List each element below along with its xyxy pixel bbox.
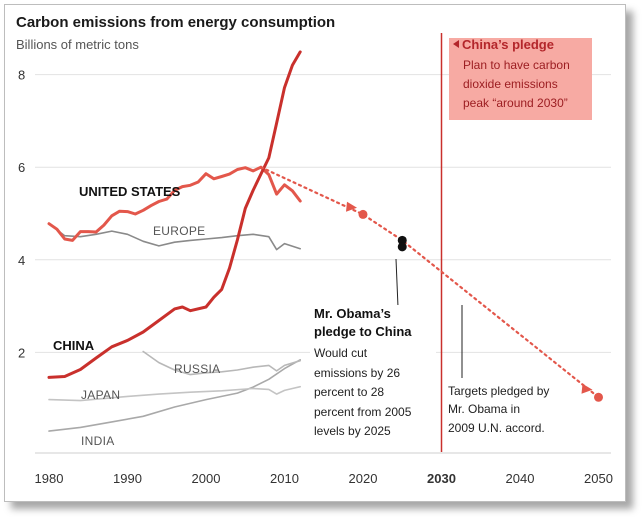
targets-note-line-3: 2009 U.N. accord. xyxy=(448,421,545,435)
series-group xyxy=(47,50,302,432)
label-japan: JAPAN xyxy=(81,388,120,402)
series-line-united-states xyxy=(47,165,302,242)
chart-frame: Carbon emissions from energy consumption… xyxy=(4,4,626,502)
projection-line xyxy=(259,166,600,399)
targets-note-line-2: Mr. Obama in xyxy=(448,402,520,416)
label-united-states: UNITED STATES xyxy=(79,184,181,199)
x-tick-2000: 2000 xyxy=(192,471,221,486)
targets-note-line-1: Targets pledged by xyxy=(448,384,549,398)
series-line-japan xyxy=(48,385,301,402)
series-line-europe xyxy=(48,222,301,251)
series-line-china xyxy=(47,50,302,379)
obama-point-1 xyxy=(397,235,407,245)
series-line-russia xyxy=(142,350,301,376)
china-pledge-title: China’s pledge xyxy=(462,37,554,52)
x-tick-2030: 2030 xyxy=(427,471,456,486)
projection-marker-2020 xyxy=(358,209,368,219)
obama-pledge-line-3: percent to 28 xyxy=(314,385,384,399)
obama-pledge-line-4: percent from 2005 xyxy=(314,405,412,419)
y-tick-2: 2 xyxy=(18,345,25,360)
label-europe: EUROPE xyxy=(153,224,205,238)
y-tick-4: 4 xyxy=(18,253,25,268)
y-tick-6: 6 xyxy=(18,160,25,175)
emissions-chart: Carbon emissions from energy consumption… xyxy=(16,14,613,486)
x-tick-2010: 2010 xyxy=(270,471,299,486)
x-tick-2040: 2040 xyxy=(506,471,535,486)
projection-marker-2050 xyxy=(594,392,603,402)
y-axis-ticks: 2 4 6 8 xyxy=(18,68,25,361)
china-pledge-line-3: peak “around 2030” xyxy=(463,96,568,110)
obama-point-2 xyxy=(397,242,407,252)
chart-title: Carbon emissions from energy consumption xyxy=(16,14,335,31)
obama-pledge-line-5: levels by 2025 xyxy=(314,424,391,438)
targets-note-backdrop xyxy=(445,380,563,436)
projection-arrow-2050 xyxy=(581,383,593,394)
obama-pledge-title-1: Mr. Obama’s xyxy=(314,306,391,321)
obama-pledge-line-1: Would cut xyxy=(314,346,368,360)
china-pledge-line-2: dioxide emissions xyxy=(463,77,558,91)
x-tick-1980: 1980 xyxy=(35,471,64,486)
projection-marks xyxy=(259,166,603,402)
obama-pledge-line-2: emissions by 26 xyxy=(314,366,400,380)
series-line-india xyxy=(48,359,301,432)
label-china: CHINA xyxy=(53,338,95,353)
label-india: INDIA xyxy=(81,434,115,448)
x-tick-2050: 2050 xyxy=(584,471,613,486)
projection-arrow-2020 xyxy=(346,201,357,212)
obama-connector xyxy=(395,258,399,308)
x-axis-ticks: 1980 1990 2000 2010 2020 2030 2040 2050 xyxy=(35,471,613,486)
x-tick-1990: 1990 xyxy=(113,471,142,486)
y-tick-8: 8 xyxy=(18,68,25,83)
label-russia: RUSSIA xyxy=(174,362,220,376)
x-tick-2020: 2020 xyxy=(349,471,378,486)
pledge-triangle-icon xyxy=(453,40,459,48)
china-pledge-box xyxy=(449,38,592,120)
china-pledge-line-1: Plan to have carbon xyxy=(463,58,570,72)
obama-pledge-title-2: pledge to China xyxy=(314,324,412,339)
chart-subtitle: Billions of metric tons xyxy=(16,37,139,52)
obama-pledge-backdrop xyxy=(310,305,436,441)
